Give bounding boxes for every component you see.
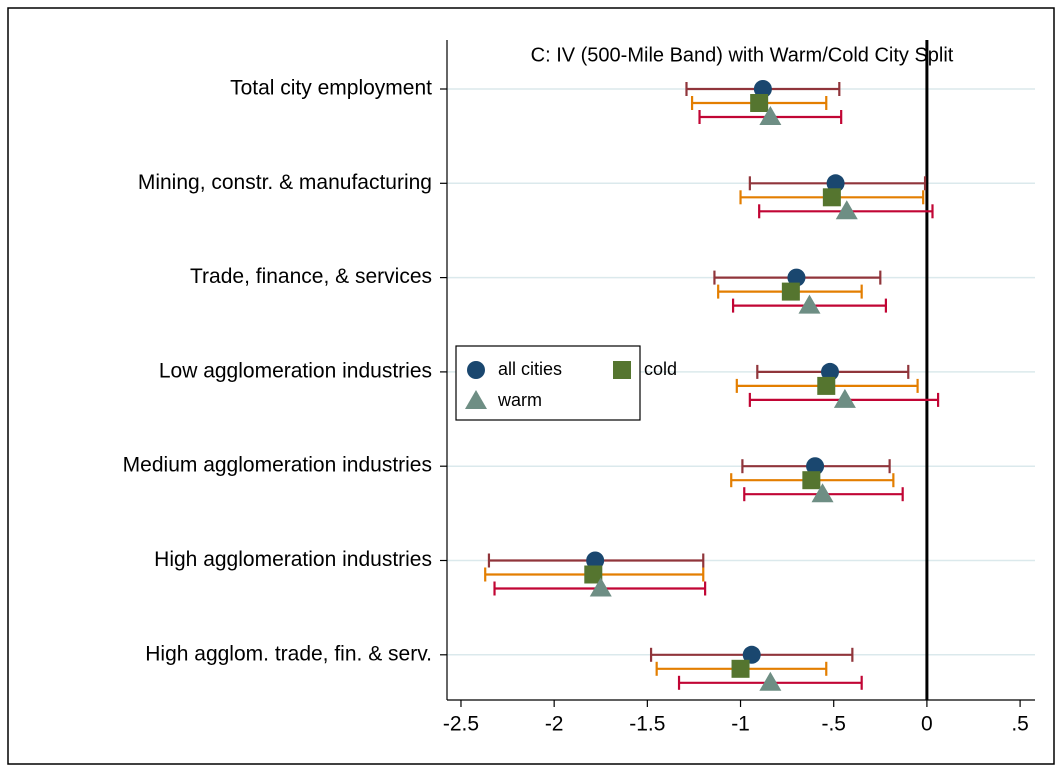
y-tick-label: Mining, constr. & manufacturing (138, 171, 432, 194)
marker (820, 362, 839, 381)
legend-marker (467, 361, 485, 379)
marker (584, 565, 603, 584)
x-tick-label: -1 (731, 713, 750, 736)
x-tick-label: -.5 (821, 713, 846, 736)
marker (589, 577, 612, 597)
marker (822, 188, 841, 207)
y-tick-label: Medium agglomeration industries (123, 454, 432, 477)
legend-label: warm (497, 390, 542, 410)
y-tick-label: High agglom. trade, fin. & serv. (145, 642, 432, 665)
marker (759, 106, 782, 125)
legend-marker (465, 390, 487, 409)
legend-marker (613, 361, 631, 379)
marker (817, 376, 836, 395)
marker (759, 671, 782, 691)
marker (742, 645, 761, 664)
marker (806, 457, 825, 476)
marker (787, 268, 806, 287)
marker (750, 94, 769, 112)
y-tick-label: Low agglomeration industries (159, 359, 432, 382)
marker (731, 659, 750, 678)
legend-label: all cities (498, 359, 562, 379)
x-tick-label: 0 (921, 713, 933, 736)
x-tick-label: -2 (545, 713, 564, 736)
x-tick-label: -1.5 (629, 713, 665, 736)
marker (798, 294, 821, 314)
marker (811, 483, 834, 503)
marker (835, 200, 858, 220)
marker (753, 80, 772, 98)
x-tick-label: -2.5 (443, 713, 479, 736)
legend-box (455, 345, 641, 421)
y-tick-label: Total city employment (230, 77, 432, 100)
marker (781, 282, 800, 301)
y-tick-label: Trade, finance, & services (190, 265, 432, 288)
legend: all cities cold warm (455, 345, 677, 421)
x-tick-label: .5 (1011, 713, 1029, 736)
marker (586, 551, 605, 570)
marker (833, 388, 856, 408)
y-tick-label: High agglomeration industries (154, 548, 432, 571)
marker (802, 471, 821, 490)
chart-title: C: IV (500-Mile Band) with Warm/Cold Cit… (531, 44, 954, 66)
legend-label: cold (644, 359, 677, 379)
marker (826, 174, 845, 193)
